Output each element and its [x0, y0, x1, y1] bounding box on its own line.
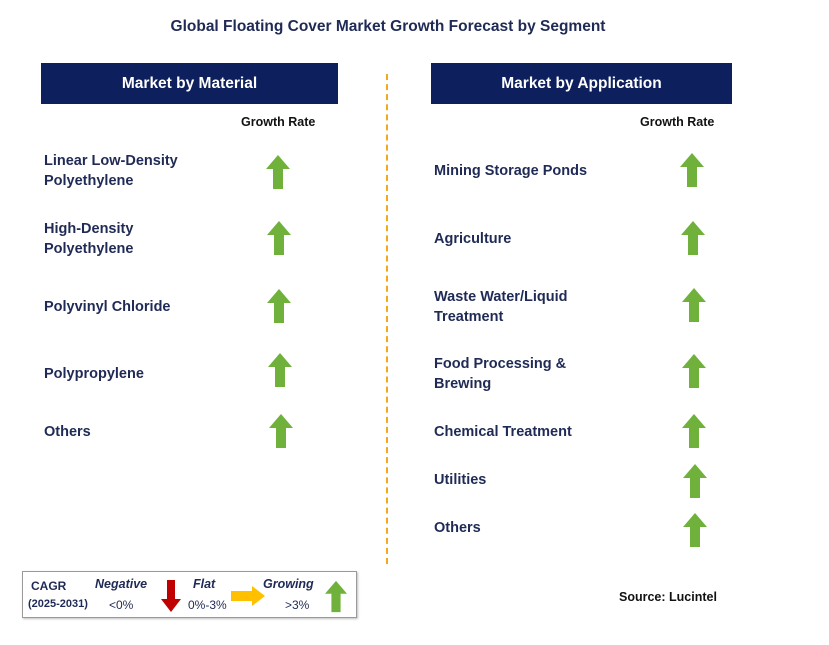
application-others-growth-arrow-icon — [683, 513, 707, 547]
panel-divider — [386, 74, 388, 564]
legend-up-arrow-icon — [325, 580, 347, 613]
material-polypropylene-growth-arrow-icon — [268, 353, 292, 387]
legend-negative-range: <0% — [109, 598, 134, 612]
legend-flat-range: 0%-3% — [188, 598, 227, 612]
application-item-agriculture: Agriculture — [434, 231, 512, 247]
application-food-processing-growth-arrow-icon — [682, 354, 706, 388]
legend-growing-label: Growing — [263, 577, 314, 591]
material-hdpe-growth-arrow-icon — [267, 221, 291, 255]
diagram-title: Global Floating Cover Market Growth Fore… — [170, 18, 606, 35]
material-item-lldpe: Linear Low-Density Polyethylene — [44, 153, 178, 189]
application-panel-header: Market by Application — [431, 63, 732, 104]
application-waste-water-growth-arrow-icon — [682, 288, 706, 322]
application-agriculture-growth-arrow-icon — [681, 221, 705, 255]
application-item-utilities: Utilities — [434, 472, 487, 488]
material-item-others: Others — [44, 424, 91, 440]
material-panel-header: Market by Material — [41, 63, 338, 104]
material-item-hdpe: High-Density Polyethylene — [44, 221, 134, 257]
material-item-pvc: Polyvinyl Chloride — [44, 299, 171, 315]
legend-cagr-label: CAGR — [31, 579, 67, 593]
application-growth-rate-header: Growth Rate — [640, 115, 715, 129]
material-others-growth-arrow-icon — [269, 414, 293, 448]
legend-growing-range: >3% — [285, 598, 310, 612]
application-item-food-processing: Food Processing & Brewing — [434, 356, 567, 392]
application-item-others: Others — [434, 520, 481, 536]
application-item-mining-storage-ponds: Mining Storage Ponds — [434, 163, 588, 179]
legend-right-arrow-icon — [231, 586, 265, 606]
material-item-polypropylene: Polypropylene — [44, 366, 144, 382]
legend-negative-label: Negative — [95, 577, 148, 591]
application-utilities-growth-arrow-icon — [683, 464, 707, 498]
material-pvc-growth-arrow-icon — [267, 289, 291, 323]
application-mining-growth-arrow-icon — [680, 153, 704, 187]
legend-flat-label: Flat — [193, 577, 216, 591]
legend-down-arrow-icon — [161, 580, 181, 612]
cagr-legend: CAGR (2025-2031) Negative <0% Flat 0%-3%… — [22, 571, 357, 618]
material-lldpe-growth-arrow-icon — [266, 155, 290, 189]
application-item-chemical-treatment: Chemical Treatment — [434, 424, 572, 440]
legend-period: (2025-2031) — [28, 598, 88, 610]
material-growth-rate-header: Growth Rate — [241, 115, 316, 129]
application-chemical-growth-arrow-icon — [682, 414, 706, 448]
source-credit: Source: Lucintel — [619, 590, 717, 604]
application-item-waste-water: Waste Water/Liquid Treatment — [434, 289, 568, 325]
